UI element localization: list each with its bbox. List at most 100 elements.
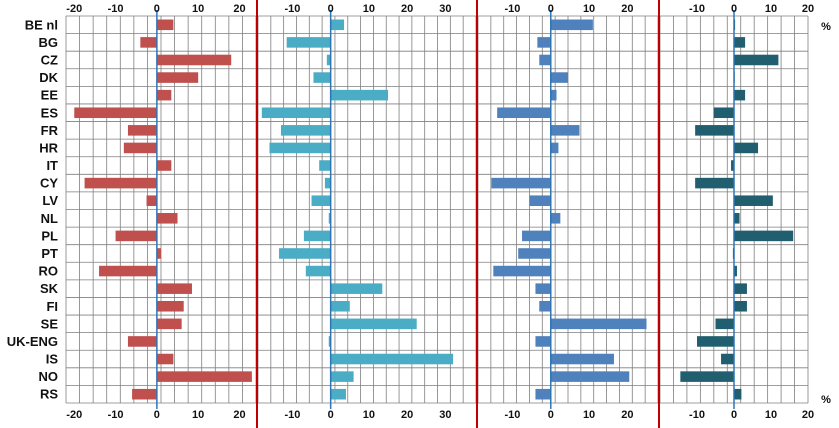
bar-panel-2-pt [279, 248, 331, 259]
category-label: LV [42, 193, 58, 208]
category-label: ES [41, 105, 59, 120]
bar-panel-1-nl [156, 213, 178, 224]
chart-bars [74, 19, 794, 400]
category-label: PT [41, 246, 58, 261]
tick-label-bottom: 10 [583, 409, 595, 421]
bar-panel-1-dk [156, 72, 199, 83]
bar-panel-4-cy [695, 177, 734, 189]
category-label: HR [39, 140, 58, 155]
bar-panel-3-sk [535, 283, 551, 294]
category-label: NO [39, 369, 59, 384]
bar-panel-4-uk-eng [697, 336, 734, 347]
bar-panel-3-cz [539, 54, 551, 66]
bar-panel-1-is [156, 353, 174, 365]
bar-panel-3-se [550, 318, 647, 330]
bar-panel-3-pl [522, 230, 551, 242]
bar-panel-3-hr [550, 142, 559, 154]
bar-panel-4-no [680, 371, 734, 382]
bar-panel-2-se [330, 318, 417, 330]
bar-panel-4-es [713, 107, 734, 119]
tick-label-top: 20 [802, 3, 814, 15]
category-label: CY [40, 176, 58, 191]
tick-label-bottom: -10 [505, 409, 521, 421]
category-label: SK [40, 281, 59, 296]
category-label: UK-ENG [7, 334, 58, 349]
tick-label-top: 10 [765, 3, 777, 15]
bar-panel-4-fi [734, 300, 747, 312]
bar-panel-2-uk-eng [328, 336, 331, 347]
bar-panel-4-se [715, 318, 734, 330]
bar-panel-2-no [330, 371, 354, 382]
bar-panel-4-pl [734, 230, 794, 242]
bar-panel-2-lv [311, 195, 331, 206]
unit-label: % [821, 394, 831, 406]
category-label: CZ [41, 52, 58, 67]
category-label: BG [39, 35, 59, 50]
bar-panel-2-hr [269, 142, 331, 154]
bar-panel-1-ro [99, 265, 157, 277]
category-label: IS [46, 352, 59, 367]
bar-panel-3-nl [550, 213, 561, 224]
bar-panel-1-fi [156, 300, 184, 312]
category-label: DK [39, 70, 58, 85]
tick-label-bottom: 20 [401, 409, 413, 421]
bar-panel-3-bg [537, 37, 551, 48]
bar-panel-3-ro [493, 265, 551, 277]
bar-panel-4-it [731, 160, 734, 171]
tick-label-top: 0 [548, 3, 554, 15]
bar-panel-3-is [550, 353, 614, 365]
chart-axes [156, 0, 735, 428]
bar-panel-2-pl [303, 230, 331, 242]
tick-label-bottom: -10 [689, 409, 705, 421]
tick-label-top: -10 [505, 3, 521, 15]
bar-panel-3-fi [539, 300, 551, 312]
bar-panel-4-fr [695, 125, 734, 136]
bar-panel-3-cy [491, 177, 551, 189]
tick-label-bottom: -10 [284, 409, 300, 421]
category-label: IT [46, 158, 58, 173]
tick-label-top: -20 [66, 3, 82, 15]
bar-panel-3-uk-eng [535, 336, 551, 347]
bar-panel-2-fr [280, 125, 331, 136]
tick-label-top: 0 [731, 3, 737, 15]
bar-panel-4-hr [734, 142, 759, 154]
bar-panel-1-se [156, 318, 182, 330]
category-label: BE nl [25, 17, 58, 32]
unit-label: % [821, 21, 831, 33]
bar-panel-4-ro [734, 265, 737, 277]
bar-panel-4-nl [734, 213, 740, 224]
tick-label-top: -10 [108, 3, 124, 15]
tick-label-top: 0 [328, 3, 334, 15]
tick-label-top: -10 [689, 3, 705, 15]
tick-label-bottom: 30 [439, 409, 451, 421]
tick-label-top: 10 [363, 3, 375, 15]
category-label: SE [41, 316, 59, 331]
bar-panel-2-ee [330, 89, 389, 101]
bar-panel-1-cy [84, 177, 157, 189]
tick-label-bottom: -20 [66, 409, 82, 421]
bar-panel-1-cz [156, 54, 232, 66]
bar-panel-1-fr [127, 125, 157, 136]
tick-label-bottom: 20 [621, 409, 633, 421]
bar-panel-1-sk [156, 283, 192, 294]
tick-label-top: 20 [621, 3, 633, 15]
bar-panel-2-sk [330, 283, 383, 294]
bar-panel-1-es [74, 107, 157, 119]
bar-panel-3-fr [550, 125, 580, 136]
category-label: PL [41, 228, 58, 243]
tick-label-bottom: -10 [108, 409, 124, 421]
bar-panel-2-rs [330, 388, 346, 400]
bar-panel-4-ee [734, 89, 746, 101]
tick-label-bottom: 10 [192, 409, 204, 421]
tick-label-top: 10 [583, 3, 595, 15]
bar-panel-1-it [156, 160, 172, 171]
bar-panel-4-sk [734, 283, 747, 294]
bar-panel-2-nl [328, 213, 331, 224]
bar-panel-2-dk [313, 72, 331, 83]
bar-panel-2-be-nl [330, 19, 345, 31]
tick-label-top: 10 [192, 3, 204, 15]
bar-panel-3-pt [518, 248, 551, 259]
bar-panel-1-lv [146, 195, 157, 206]
bar-panel-2-bg [286, 37, 331, 48]
